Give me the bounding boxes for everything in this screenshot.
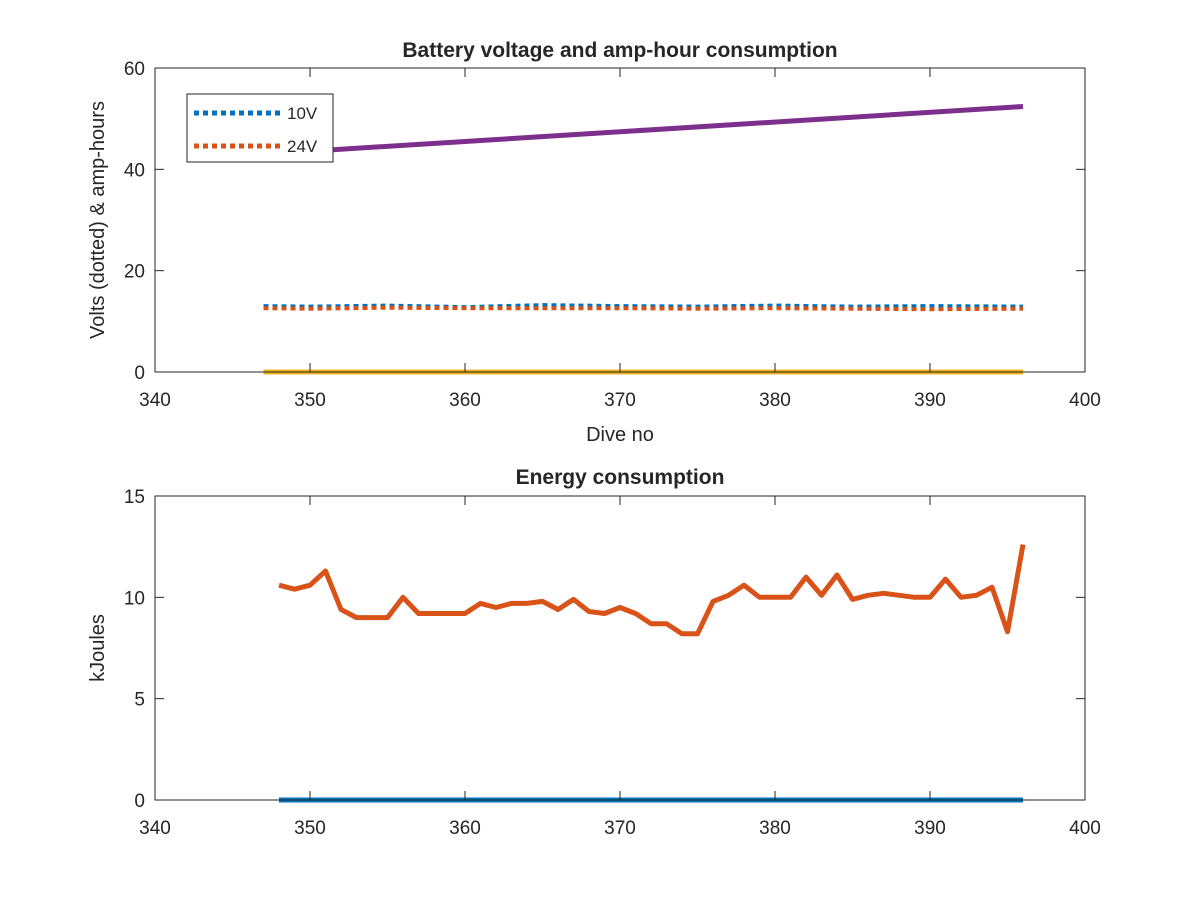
bottom-y-tick-label: 15 xyxy=(124,487,145,508)
top-x-tick-label: 360 xyxy=(449,390,481,411)
bottom-x-tick-label: 370 xyxy=(604,818,636,839)
top-chart-title: Battery voltage and amp-hour consumption xyxy=(402,39,837,62)
bottom-ticks-layer: 340 350 360 370 380 390 400 0 5 10 15 xyxy=(124,487,1101,839)
bottom-x-tick-label: 340 xyxy=(139,818,171,839)
top-x-tick-label: 400 xyxy=(1069,390,1101,411)
bottom-subplot: 340 350 360 370 380 390 400 0 5 10 15 Energy consu… xyxy=(87,466,1101,839)
top-subplot: 340 350 360 370 380 390 400 0 20 40 60 Battery vol… xyxy=(87,39,1101,446)
bottom-plot-area xyxy=(155,496,1085,800)
top-y-tick-label: 40 xyxy=(124,160,145,181)
top-y-tick-label: 60 xyxy=(124,59,145,80)
bottom-x-tick-label: 390 xyxy=(914,818,946,839)
top-legend: 10V 24V xyxy=(186,93,334,163)
bottom-x-tick-label: 360 xyxy=(449,818,481,839)
top-y-tick-label: 0 xyxy=(134,363,145,384)
top-y-tick-label: 20 xyxy=(124,262,145,283)
bottom-y-tick-label: 0 xyxy=(134,791,145,812)
bottom-y-tick-label: 10 xyxy=(124,588,145,609)
top-x-tick-label: 390 xyxy=(914,390,946,411)
bottom-series-line-1 xyxy=(278,544,1026,637)
top-x-tick-label: 370 xyxy=(604,390,636,411)
legend-label-24v: 24V xyxy=(287,137,318,156)
top-series-line-10v xyxy=(263,303,1024,310)
top-ticks-layer: 340 350 360 370 380 390 400 0 20 40 60 xyxy=(124,59,1101,411)
top-x-axis-label: Dive no xyxy=(586,424,654,446)
top-x-tick-label: 350 xyxy=(294,390,326,411)
bottom-x-tick-label: 350 xyxy=(294,818,326,839)
top-series-line-24v xyxy=(263,305,1024,312)
legend-box xyxy=(186,93,334,163)
legend-label-10v: 10V xyxy=(287,104,318,123)
top-series-line-3 xyxy=(263,104,1024,157)
top-x-tick-label: 340 xyxy=(139,390,171,411)
bottom-y-tick-label: 5 xyxy=(134,690,145,711)
bottom-x-tick-label: 400 xyxy=(1069,818,1101,839)
top-y-axis-label: Volts (dotted) & amp-hours xyxy=(87,101,109,339)
bottom-x-tick-label: 380 xyxy=(759,818,791,839)
top-x-tick-label: 380 xyxy=(759,390,791,411)
bottom-y-axis-label: kJoules xyxy=(87,614,109,682)
bottom-chart-title: Energy consumption xyxy=(516,466,725,489)
